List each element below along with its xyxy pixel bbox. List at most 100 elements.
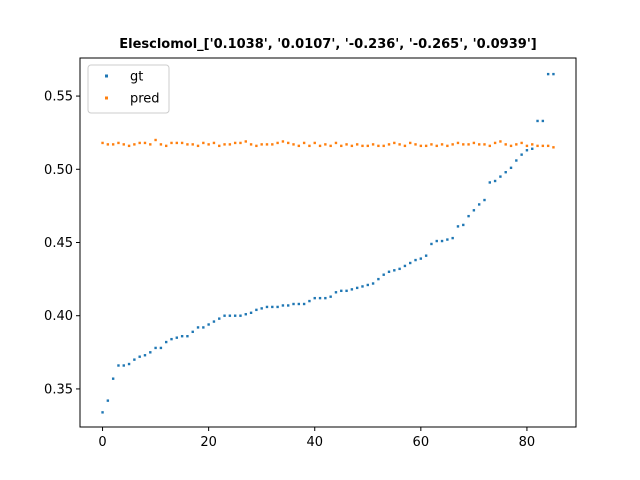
point-pred	[239, 141, 242, 145]
point-pred	[371, 143, 375, 146]
point-pred	[244, 140, 247, 143]
point-gt	[165, 340, 168, 344]
point-gt	[260, 307, 263, 310]
point-gt	[133, 358, 136, 361]
point-gt	[329, 295, 332, 298]
point-pred	[218, 144, 221, 148]
point-pred	[138, 141, 141, 145]
point-pred	[255, 144, 258, 148]
point-pred	[403, 144, 407, 148]
point-gt	[122, 364, 125, 367]
point-gt	[239, 314, 242, 317]
point-gt	[504, 171, 507, 174]
point-gt	[143, 354, 147, 357]
point-gt	[207, 323, 210, 326]
point-gt	[345, 289, 348, 293]
point-pred	[207, 143, 210, 146]
point-pred	[228, 143, 232, 146]
point-pred	[117, 141, 120, 145]
y-axis: 0.35 0.40 0.45 0.50 0.55	[44, 90, 80, 397]
point-pred	[509, 144, 513, 148]
legend-pred-marker	[105, 96, 108, 100]
point-gt	[175, 336, 179, 339]
point-pred	[552, 146, 555, 149]
point-gt	[281, 304, 285, 307]
point-gt	[488, 181, 491, 184]
legend-gt-marker	[105, 74, 108, 78]
point-gt	[536, 119, 539, 123]
point-pred	[456, 141, 460, 145]
point-pred	[409, 141, 412, 145]
point-gt	[154, 346, 157, 350]
point-gt	[440, 239, 444, 243]
point-pred	[159, 143, 163, 146]
point-gt	[467, 214, 470, 218]
point-gt	[361, 285, 364, 288]
point-pred	[536, 144, 539, 148]
point-gt	[196, 326, 200, 329]
point-gt	[334, 291, 338, 294]
point-pred	[308, 144, 311, 148]
point-gt	[159, 346, 163, 350]
point-gt	[462, 223, 465, 227]
point-gt	[355, 286, 359, 290]
point-pred	[334, 141, 338, 145]
x-tick-label: 80	[519, 435, 536, 450]
point-pred	[186, 143, 189, 146]
point-pred	[350, 144, 354, 148]
point-pred	[143, 141, 147, 145]
point-gt	[202, 326, 205, 329]
point-gt	[531, 147, 534, 150]
x-axis: 0 20 40 60 80	[98, 427, 535, 450]
point-gt	[483, 198, 486, 202]
legend-pred-label: pred	[130, 92, 160, 107]
point-gt	[313, 296, 316, 300]
point-gt	[149, 351, 152, 354]
point-pred	[276, 141, 279, 145]
point-pred	[297, 144, 301, 148]
point-pred	[223, 143, 226, 146]
point-gt	[393, 269, 396, 272]
point-gt	[276, 305, 279, 309]
point-pred	[435, 144, 438, 148]
point-pred	[493, 141, 497, 145]
point-gt	[324, 296, 327, 300]
series-pred-points	[101, 138, 555, 149]
point-pred	[419, 144, 423, 148]
point-pred	[170, 141, 173, 145]
point-pred	[329, 144, 332, 148]
y-tick-label: 0.45	[44, 236, 73, 251]
point-gt	[255, 308, 258, 312]
point-gt	[499, 175, 502, 178]
chart-title: Elesclomol_['0.1038', '0.0107', '-0.236'…	[119, 37, 537, 52]
point-pred	[340, 144, 343, 148]
point-pred	[515, 143, 518, 146]
point-pred	[472, 141, 476, 145]
point-gt	[233, 314, 237, 317]
point-gt	[371, 282, 375, 285]
point-pred	[165, 144, 168, 148]
point-pred	[393, 141, 396, 145]
y-tick-label: 0.40	[44, 309, 73, 324]
point-gt	[318, 296, 322, 300]
point-pred	[313, 141, 316, 145]
point-gt	[424, 254, 428, 257]
point-gt	[212, 320, 216, 323]
point-gt	[541, 119, 545, 123]
point-gt	[403, 264, 407, 268]
point-pred	[111, 143, 115, 146]
point-gt	[340, 289, 343, 293]
point-gt	[111, 377, 115, 380]
point-gt	[525, 149, 529, 152]
x-tick-label: 20	[200, 435, 217, 450]
point-gt	[366, 283, 369, 287]
point-gt	[287, 304, 290, 307]
point-gt	[249, 311, 253, 314]
point-pred	[499, 140, 502, 143]
point-pred	[122, 143, 125, 146]
point-pred	[149, 143, 152, 146]
point-pred	[467, 143, 470, 146]
point-gt	[456, 225, 460, 228]
point-pred	[424, 144, 428, 148]
point-pred	[345, 143, 348, 146]
